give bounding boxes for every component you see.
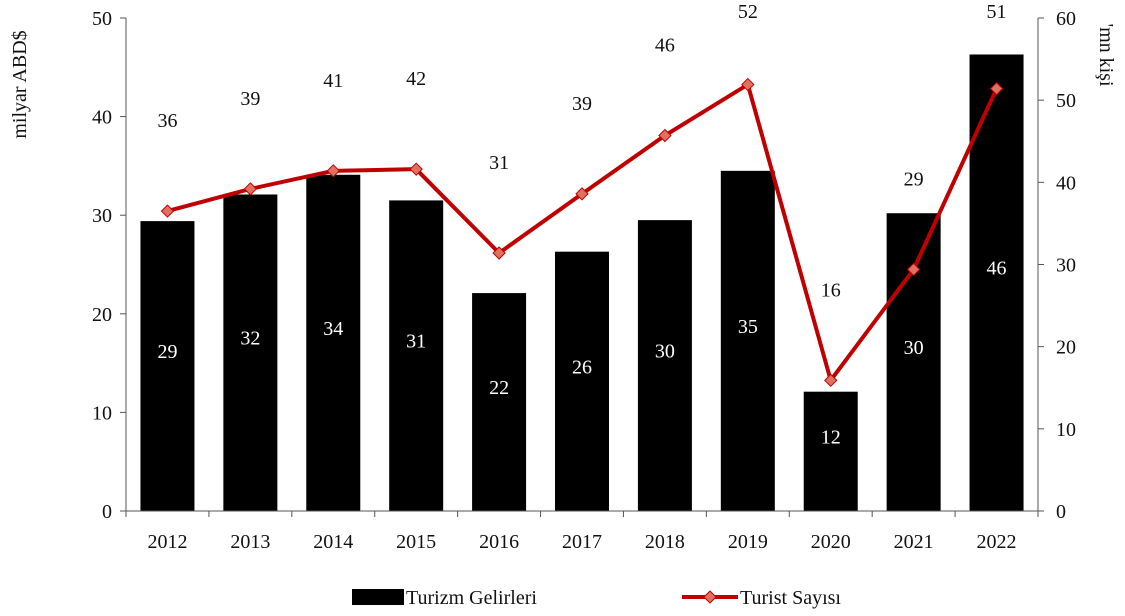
bar-data-label: 30 [655,341,675,363]
line-marker-2013 [243,182,258,196]
line-marker-2014 [326,164,340,178]
line-data-label: 52 [738,1,758,23]
left-tick-label: 0 [102,501,112,523]
bar-data-label: 32 [240,328,260,350]
line-data-label: 46 [655,34,675,56]
x-tick-label: 2012 [147,531,187,553]
line-marker-2019 [741,77,755,92]
bar-data-label: 22 [489,377,509,399]
bar-data-label: 29 [157,341,177,363]
line-marker-2017 [575,187,589,201]
bar-2021 [886,213,941,511]
x-tick-label: 2020 [811,531,851,553]
line-marker-2020 [824,373,838,388]
bar-2013 [223,194,278,511]
line-data-label: 51 [987,1,1007,23]
x-tick-label: 2021 [894,531,934,553]
line-data-label: 36 [157,110,177,132]
legend: Turizm Gelirleri Turist Sayısı [352,587,841,609]
bar-data-label: 35 [738,316,758,338]
bar-data-label: 12 [821,426,841,448]
left-axis-title: milyar ABD$ [9,30,31,138]
right-tick-label: 30 [1056,255,1076,277]
line-marker-2016 [492,246,506,260]
legend-marker-turist-sayisi [703,590,717,604]
x-tick-label: 2016 [479,531,519,553]
line-layer [160,77,1004,388]
right-tick-label: 0 [1056,501,1066,523]
right-tick-label: 50 [1056,90,1076,112]
x-tick-label: 2022 [977,531,1017,553]
bar-data-label: 26 [572,356,592,378]
line-marker-2021 [906,262,921,277]
line-data-label: 42 [406,68,426,90]
x-tick-label: 2014 [313,531,353,553]
right-axis-title: 'mn kişi [1095,23,1117,87]
line-data-label: 31 [489,152,509,174]
left-tick-label: 40 [92,107,112,129]
line-marker-2015 [409,162,423,176]
x-tick-label: 2019 [728,531,768,553]
bars-layer [140,54,1024,512]
x-tick-label: 2015 [396,531,436,553]
bar-2014 [306,174,361,512]
left-tick-label: 30 [92,205,112,227]
line-data-label: 39 [240,88,260,110]
line-data-label: 41 [323,70,343,92]
bar-2015 [389,200,444,511]
bar-2017 [555,251,609,511]
left-tick-label: 10 [92,402,112,424]
bar-2018 [637,220,692,511]
left-tick-label: 20 [92,304,112,326]
line-data-label: 39 [572,93,592,115]
left-tick-label: 50 [92,8,112,30]
line-data-label: 16 [821,279,841,301]
right-tick-label: 60 [1056,8,1076,30]
axes-layer: 0 10 20 30 40 50 0 10 20 30 40 50 60 2012 2013 2014 2015… [9,8,1117,553]
bar-data-label: 30 [904,337,924,359]
line-marker-2018 [658,128,672,143]
bar-2022 [969,54,1024,512]
right-tick-label: 40 [1056,172,1076,194]
line-marker-2012 [160,204,175,218]
labels-layer: 29 32 34 31 22 26 30 35 12 30 46 36 39 41 42 31 39 46 52 16… [157,1,1006,448]
right-tick-label: 10 [1056,419,1076,441]
bar-2016 [472,293,527,511]
x-tick-label: 2018 [645,531,685,553]
x-tick-label: 2017 [562,531,602,553]
bar-data-label: 46 [987,258,1007,280]
x-tick-label: 2013 [230,531,270,553]
bar-data-label: 34 [323,318,343,340]
line-data-label: 29 [904,168,924,190]
legend-label-turist-sayisi: Turist Sayısı [740,587,841,609]
bar-data-label: 31 [406,331,426,353]
bar-2012 [140,221,195,511]
bar-2020 [803,391,858,511]
line-marker-2022 [989,81,1004,96]
legend-swatch-turizm-gelirleri [352,589,404,605]
bar-2019 [720,170,775,511]
legend-label-turizm-gelirleri: Turizm Gelirleri [406,587,537,609]
right-tick-label: 20 [1056,337,1076,359]
